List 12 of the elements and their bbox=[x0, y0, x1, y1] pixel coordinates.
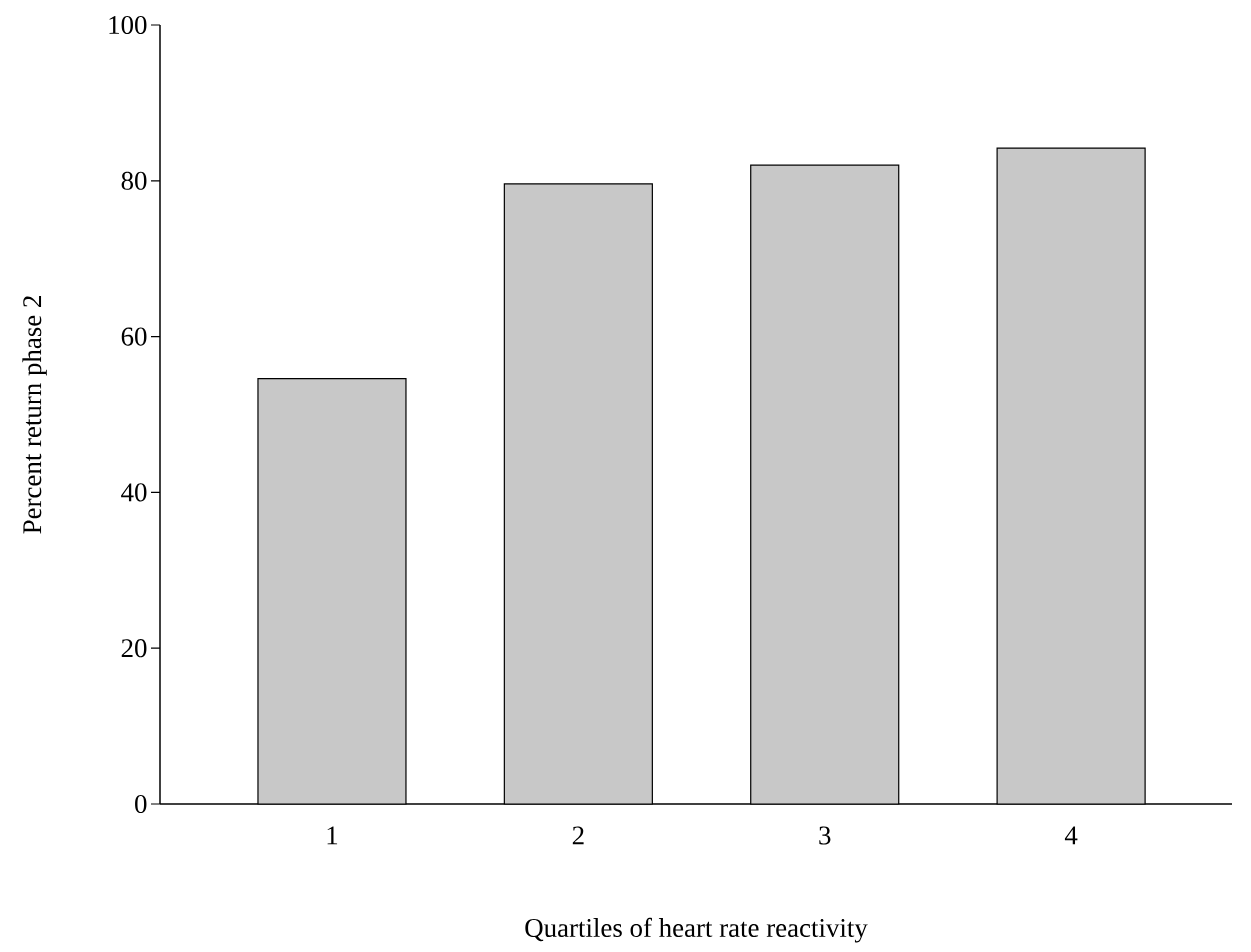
y-tick-label: 80 bbox=[121, 171, 147, 190]
x-tick-label: 4 bbox=[1064, 826, 1078, 845]
y-tick-label: 20 bbox=[121, 639, 147, 658]
y-tick-label: 100 bbox=[109, 15, 147, 35]
x-tick-label: 1 bbox=[327, 826, 338, 845]
y-tick-label: 60 bbox=[121, 327, 147, 346]
y-axis-title: Percent return phase 2 bbox=[22, 296, 47, 534]
y-tick-label: 40 bbox=[121, 483, 147, 502]
x-tick-label: 2 bbox=[572, 826, 584, 845]
x-tick-label: 3 bbox=[819, 826, 831, 845]
x-axis-title: Quartiles of heart rate reactivity bbox=[525, 917, 868, 943]
y-tick-label: 0 bbox=[135, 794, 147, 814]
